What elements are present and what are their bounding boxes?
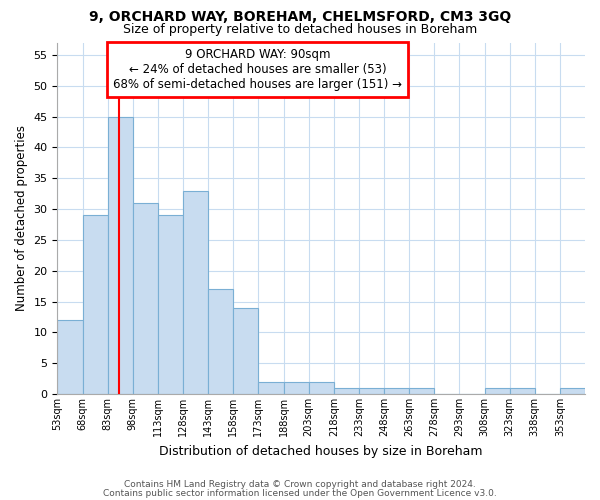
Bar [409, 388, 434, 394]
Bar [560, 388, 585, 394]
Bar [359, 388, 384, 394]
Bar [384, 388, 409, 394]
Bar [284, 382, 308, 394]
Bar [158, 215, 183, 394]
Bar [485, 388, 509, 394]
X-axis label: Distribution of detached houses by size in Boreham: Distribution of detached houses by size … [160, 444, 483, 458]
Bar [233, 308, 259, 394]
Bar [107, 116, 133, 394]
Bar [208, 289, 233, 394]
Bar [133, 203, 158, 394]
Text: Contains public sector information licensed under the Open Government Licence v3: Contains public sector information licen… [103, 488, 497, 498]
Text: 9 ORCHARD WAY: 90sqm
← 24% of detached houses are smaller (53)
68% of semi-detac: 9 ORCHARD WAY: 90sqm ← 24% of detached h… [113, 48, 403, 91]
Text: 9, ORCHARD WAY, BOREHAM, CHELMSFORD, CM3 3GQ: 9, ORCHARD WAY, BOREHAM, CHELMSFORD, CM3… [89, 10, 511, 24]
Text: Size of property relative to detached houses in Boreham: Size of property relative to detached ho… [123, 22, 477, 36]
Bar [83, 215, 107, 394]
Bar [183, 190, 208, 394]
Text: Contains HM Land Registry data © Crown copyright and database right 2024.: Contains HM Land Registry data © Crown c… [124, 480, 476, 489]
Bar [58, 320, 83, 394]
Bar [509, 388, 535, 394]
Bar [334, 388, 359, 394]
Bar [308, 382, 334, 394]
Y-axis label: Number of detached properties: Number of detached properties [15, 126, 28, 312]
Bar [259, 382, 284, 394]
